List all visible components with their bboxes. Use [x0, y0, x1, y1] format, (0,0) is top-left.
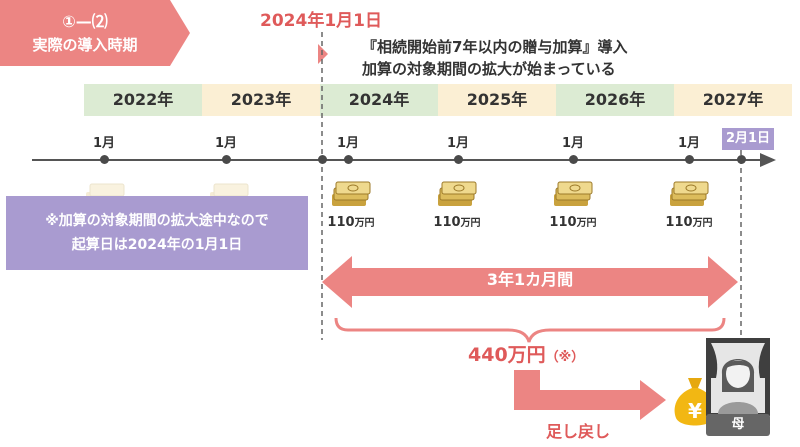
timeline-dot	[737, 155, 746, 164]
timeline-dot	[685, 155, 694, 164]
money-stack-icon	[670, 181, 709, 206]
mother-label: 母	[706, 414, 770, 436]
section-number: ①—⑵	[62, 12, 108, 31]
money-stack-icon	[332, 181, 371, 206]
return-arrow	[514, 370, 666, 420]
timeline-dot	[344, 155, 353, 164]
year-2022: 2022年	[84, 84, 202, 116]
section-title: 実際の導入時期	[32, 36, 138, 54]
year-2025: 2025年	[438, 84, 556, 116]
month-label: 1月	[561, 136, 585, 151]
money-bag-icon: ¥	[674, 378, 716, 426]
gift-amount: 110万円	[433, 215, 481, 230]
timeline-dot	[569, 155, 578, 164]
explanation-line-1: ※加算の対象期間の拡大途中なので	[45, 213, 269, 229]
period-label: 3年1カ月間	[486, 270, 574, 289]
start-date: 2024年1月1日	[260, 11, 382, 31]
year-2023: 2023年	[202, 84, 320, 116]
timeline-dot	[454, 155, 463, 164]
return-label: 足し戻し	[546, 422, 611, 441]
section-badge	[0, 0, 190, 66]
month-label: 1月	[92, 136, 116, 151]
money-stack-icon	[554, 181, 593, 206]
gift-amount: 110万円	[549, 215, 597, 230]
timeline-dot	[222, 155, 231, 164]
total-amount: 440万円（※）	[468, 344, 585, 366]
timeline-dot	[318, 155, 327, 164]
month-label: 1月	[446, 136, 470, 151]
svg-text:¥: ¥	[688, 399, 702, 423]
timeline-dot	[100, 155, 109, 164]
period-arrow	[322, 256, 738, 308]
mother-portrait-icon	[706, 338, 770, 416]
note-line-2: 加算の対象期間の拡大が始まっている	[362, 60, 616, 78]
period-brace	[334, 317, 726, 343]
flag-marker	[318, 44, 328, 64]
explanation-box	[6, 196, 308, 270]
year-2024: 2024年	[320, 84, 438, 116]
month-label: 1月	[336, 136, 360, 151]
month-label: 1月	[677, 136, 701, 151]
year-2027: 2027年	[674, 84, 792, 116]
end-date-badge: 2月1日	[722, 128, 774, 150]
gift-amount: 110万円	[665, 215, 713, 230]
money-stack-icon	[438, 181, 477, 206]
gift-amount: 110万円	[327, 215, 375, 230]
note-line-1: 『相続開始前7年以内の贈与加算』導入	[362, 38, 628, 56]
month-label: 1月	[214, 136, 238, 151]
timeline-arrowhead	[760, 153, 776, 167]
explanation-line-2: 起算日は2024年の1月1日	[71, 237, 243, 253]
year-2026: 2026年	[556, 84, 674, 116]
